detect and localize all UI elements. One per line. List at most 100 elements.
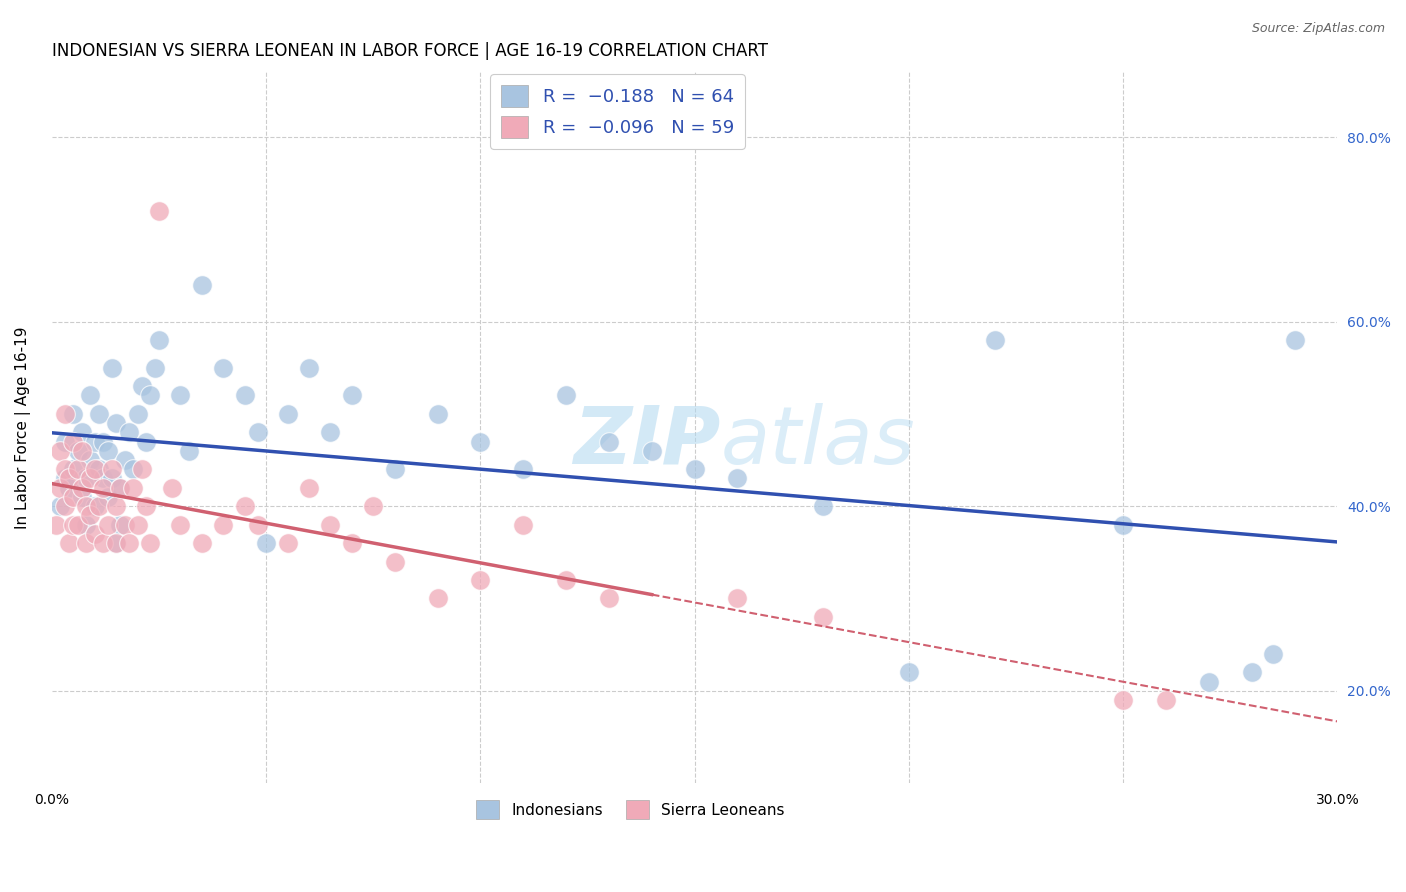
Point — [96, 517, 118, 532]
Point — [75, 536, 97, 550]
Point — [246, 425, 269, 440]
Point — [233, 388, 256, 402]
Point — [160, 481, 183, 495]
Point — [122, 481, 145, 495]
Point — [91, 471, 114, 485]
Legend: Indonesians, Sierra Leoneans: Indonesians, Sierra Leoneans — [470, 794, 790, 825]
Point — [118, 536, 141, 550]
Point — [470, 434, 492, 449]
Point — [897, 665, 920, 680]
Point — [512, 517, 534, 532]
Point — [96, 443, 118, 458]
Point — [298, 481, 321, 495]
Point — [319, 425, 342, 440]
Point — [135, 499, 157, 513]
Point — [105, 536, 128, 550]
Point — [87, 407, 110, 421]
Point — [1154, 693, 1177, 707]
Point — [131, 462, 153, 476]
Point — [118, 425, 141, 440]
Point — [62, 517, 84, 532]
Point — [114, 517, 136, 532]
Text: atlas: atlas — [720, 403, 915, 481]
Point — [246, 517, 269, 532]
Y-axis label: In Labor Force | Age 16-19: In Labor Force | Age 16-19 — [15, 326, 31, 529]
Point — [105, 536, 128, 550]
Point — [91, 434, 114, 449]
Point — [83, 499, 105, 513]
Point — [83, 434, 105, 449]
Point — [598, 591, 620, 606]
Point — [727, 591, 749, 606]
Point — [426, 591, 449, 606]
Point — [49, 481, 72, 495]
Point — [555, 573, 578, 587]
Point — [79, 471, 101, 485]
Point — [53, 407, 76, 421]
Point — [191, 277, 214, 292]
Point — [79, 453, 101, 467]
Text: Source: ZipAtlas.com: Source: ZipAtlas.com — [1251, 22, 1385, 36]
Point — [384, 555, 406, 569]
Point — [727, 471, 749, 485]
Point — [1284, 333, 1306, 347]
Point — [91, 536, 114, 550]
Point — [1112, 517, 1135, 532]
Point — [75, 471, 97, 485]
Point — [169, 517, 191, 532]
Point — [233, 499, 256, 513]
Point — [641, 443, 664, 458]
Point — [62, 462, 84, 476]
Point — [512, 462, 534, 476]
Point — [75, 499, 97, 513]
Point — [70, 481, 93, 495]
Point — [254, 536, 277, 550]
Point — [101, 462, 124, 476]
Point — [70, 425, 93, 440]
Point — [361, 499, 384, 513]
Point — [66, 517, 89, 532]
Point — [53, 462, 76, 476]
Point — [62, 490, 84, 504]
Point — [62, 434, 84, 449]
Point — [105, 499, 128, 513]
Point — [53, 471, 76, 485]
Point — [58, 536, 80, 550]
Text: ZIP: ZIP — [574, 403, 720, 481]
Point — [66, 462, 89, 476]
Point — [127, 407, 149, 421]
Point — [340, 388, 363, 402]
Point — [66, 443, 89, 458]
Point — [58, 481, 80, 495]
Point — [79, 388, 101, 402]
Point — [135, 434, 157, 449]
Point — [62, 407, 84, 421]
Point — [148, 333, 170, 347]
Point — [139, 536, 162, 550]
Point — [91, 481, 114, 495]
Point — [470, 573, 492, 587]
Point — [143, 360, 166, 375]
Point — [983, 333, 1005, 347]
Point — [683, 462, 706, 476]
Point — [79, 508, 101, 523]
Point — [122, 462, 145, 476]
Point — [75, 517, 97, 532]
Point — [555, 388, 578, 402]
Point — [384, 462, 406, 476]
Point — [70, 443, 93, 458]
Point — [53, 434, 76, 449]
Point — [110, 481, 132, 495]
Point — [114, 453, 136, 467]
Point — [1198, 674, 1220, 689]
Point — [45, 517, 67, 532]
Point — [212, 517, 235, 532]
Point — [298, 360, 321, 375]
Point — [811, 499, 834, 513]
Point — [49, 443, 72, 458]
Point — [110, 481, 132, 495]
Point — [148, 203, 170, 218]
Point — [177, 443, 200, 458]
Point — [101, 360, 124, 375]
Point — [276, 536, 298, 550]
